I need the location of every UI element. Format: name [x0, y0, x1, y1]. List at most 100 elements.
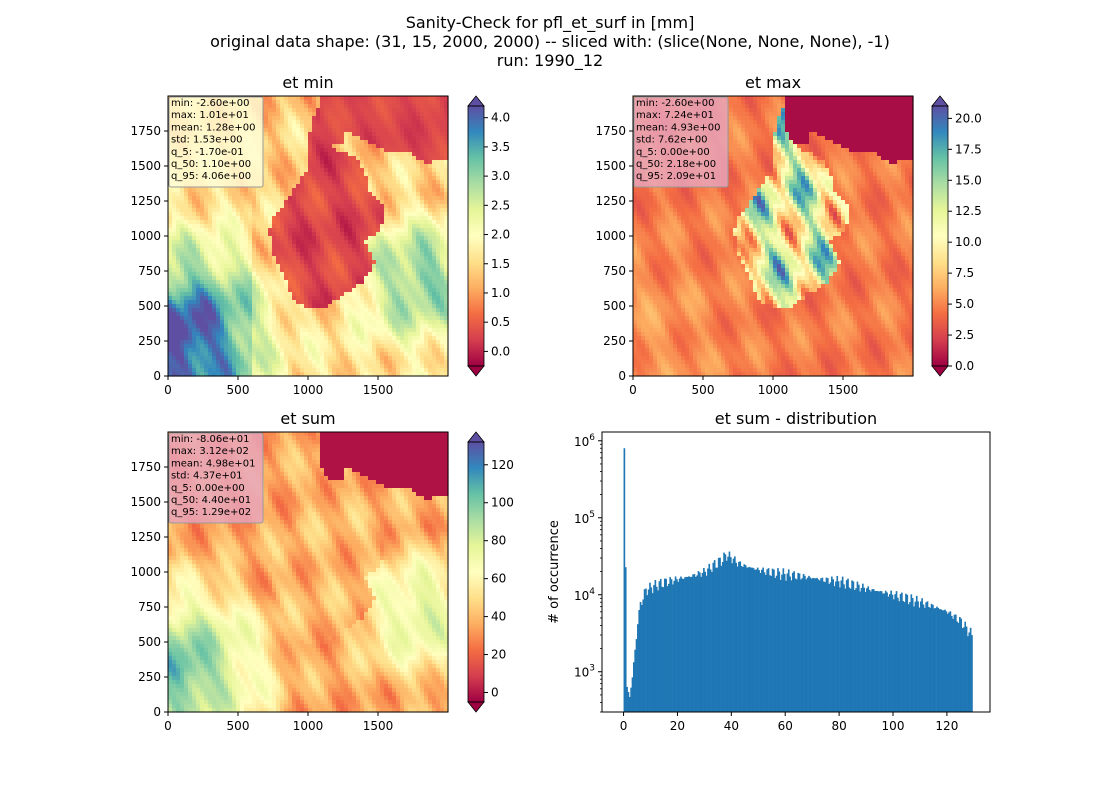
histogram-bar [911, 597, 914, 712]
histogram-bar [844, 588, 847, 712]
histogram-bar [707, 568, 709, 712]
colorbar-tick-label: 60 [491, 572, 506, 586]
histogram-bar [751, 567, 754, 712]
stats-line: std: 4.37e+01 [171, 471, 243, 482]
colorbar-tick-label: 1.0 [491, 286, 510, 300]
histogram-bar [694, 576, 697, 712]
histogram-bar [725, 560, 728, 712]
histogram-bar [662, 587, 665, 712]
colorbar-tick-label: 0.0 [955, 359, 974, 373]
histogram-bar [639, 601, 642, 712]
histogram-bar [781, 574, 783, 712]
x-tick-label: 80 [831, 719, 846, 733]
histogram-bar [785, 580, 787, 712]
x-tick-label: 1500 [363, 383, 394, 397]
colorbar-extend-max [467, 431, 485, 443]
histogram-bar [813, 578, 816, 712]
histogram-bar [946, 613, 949, 712]
stats-line: q_50: 2.18e+00 [636, 159, 716, 170]
y-tick-label: 250 [138, 334, 161, 348]
histogram-bar [853, 589, 856, 712]
histogram-bar [855, 588, 857, 712]
colorbar-tick-label: 20.0 [955, 111, 982, 125]
x-tick-label: 0 [164, 719, 172, 733]
histogram-bar [934, 608, 937, 712]
histogram-bar [709, 569, 712, 712]
histogram-bar [735, 562, 738, 712]
histogram-bar [929, 607, 932, 712]
x-tick-label: 500 [692, 383, 715, 397]
histogram-bar [731, 563, 733, 712]
histogram-bar [672, 584, 674, 712]
heatmap-panel-et-min: et min 0 500 1000 1500 0 250 500 750 1000 1250 1500… [130, 73, 510, 397]
histogram-bar [668, 583, 670, 712]
y-tick-label: 1000 [130, 229, 161, 243]
histogram-bar [744, 565, 747, 712]
histogram-bar [930, 603, 933, 712]
histogram-bar [822, 581, 825, 712]
histogram-bar [628, 696, 631, 712]
histogram-bar [926, 601, 929, 712]
heatmap-cells [633, 96, 914, 377]
histogram-bar [756, 567, 759, 712]
histogram-bar [634, 649, 636, 712]
histogram-bar [759, 572, 762, 712]
histogram-bar [876, 590, 879, 712]
histogram-bar [651, 593, 654, 712]
histogram-bar [703, 567, 705, 712]
histogram-bar [942, 610, 945, 712]
histogram-bar [825, 577, 828, 712]
histogram-bar [717, 557, 720, 712]
y-tick-label: 750 [603, 264, 626, 278]
y-tick-label: 500 [138, 635, 161, 649]
x-tick-label: 1000 [293, 719, 324, 733]
histogram-bar [786, 573, 789, 712]
histogram-bar [862, 583, 864, 712]
y-tick-label: 1500 [130, 495, 161, 509]
stats-line: q_5: -1.70e-01 [171, 147, 244, 158]
panel-title: et sum - distribution [715, 409, 877, 428]
histogram-bar [783, 574, 786, 712]
panel-title: et max [745, 73, 801, 92]
axes-frame [601, 431, 991, 713]
histogram-bar [922, 604, 925, 712]
histogram-bar [868, 589, 871, 712]
stats-line: min: -8.06e+01 [171, 434, 250, 445]
histogram-bar [849, 588, 852, 712]
histogram-bar [649, 582, 651, 712]
histogram-bar [859, 591, 861, 712]
histogram-bar [658, 581, 661, 712]
colorbar-tick-label: 1.5 [491, 257, 510, 271]
figure-title-line: run: 1990_12 [496, 51, 604, 70]
histogram-bar [739, 561, 742, 712]
x-tick-label: 1000 [293, 383, 324, 397]
histogram-bar [828, 583, 830, 712]
histogram-bar [669, 577, 672, 712]
histogram-bar [836, 575, 839, 712]
y-tick-label: 103 [574, 664, 595, 680]
histogram-bar [963, 627, 965, 712]
y-tick-label: 1000 [130, 565, 161, 579]
histogram-bar [708, 563, 711, 712]
colorbar-extend-min [931, 365, 949, 377]
histogram-bar [627, 692, 630, 712]
stats-line: q_50: 4.40e+01 [171, 495, 251, 506]
histogram-bar [910, 594, 913, 712]
histogram-bar [826, 578, 829, 712]
histogram-bar [950, 615, 953, 712]
histogram-bar [925, 602, 927, 712]
histogram-bar [719, 557, 721, 712]
colorbar-gradient [468, 106, 484, 366]
histogram-bar [715, 567, 717, 712]
x-tick-label: 20 [670, 719, 685, 733]
histogram-bar [678, 578, 681, 712]
histogram-bar [736, 566, 739, 712]
histogram-bar [711, 572, 713, 712]
y-axis-label: # of occurrence [547, 520, 562, 624]
histogram-bar [674, 576, 677, 712]
histogram-bar [969, 627, 972, 712]
histogram-bar [960, 618, 963, 712]
histogram-bar [957, 622, 960, 712]
histogram-bar [705, 575, 708, 712]
